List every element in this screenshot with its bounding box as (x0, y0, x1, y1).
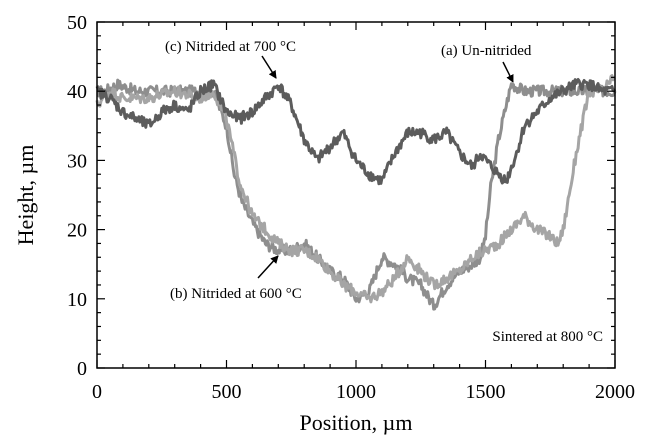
x-tick-label: 2000 (595, 381, 635, 403)
y-tick-label: 40 (67, 81, 87, 103)
series-line-a (96, 78, 617, 311)
y-tick-label: 10 (67, 289, 87, 311)
series-line-c (95, 78, 617, 186)
condition-note: Sintered at 800 °C (492, 329, 603, 345)
x-tick-label: 500 (212, 381, 242, 403)
annotation-arrow-b (257, 255, 279, 279)
x-axis-label: Position, µm (300, 410, 413, 435)
annotation-label-c: (c) Nitrided at 700 °C (165, 39, 296, 55)
annotation-arrow-a (502, 61, 514, 83)
y-tick-label: 50 (67, 12, 87, 34)
x-tick-label: 0 (92, 381, 102, 403)
y-tick-label: 0 (77, 358, 87, 380)
x-tick-label: 1000 (336, 381, 376, 403)
annotation-label-b: (b) Nitrided at 600 °C (170, 286, 302, 302)
series-line-b (95, 74, 616, 304)
ticks-layer: 0 500 1000 1500 2000 0 10 20 30 40 50 (67, 12, 635, 403)
annotation-arrow-c (261, 55, 277, 79)
annotation-label-a: (a) Un-nitrided (441, 43, 532, 59)
plot-frame (96, 21, 616, 369)
x-tick-label: 1500 (466, 381, 506, 403)
y-tick-label: 20 (67, 220, 87, 242)
y-tick-label: 30 (67, 150, 87, 172)
series-layer (95, 74, 617, 311)
y-axis-label: Height, µm (13, 145, 38, 246)
